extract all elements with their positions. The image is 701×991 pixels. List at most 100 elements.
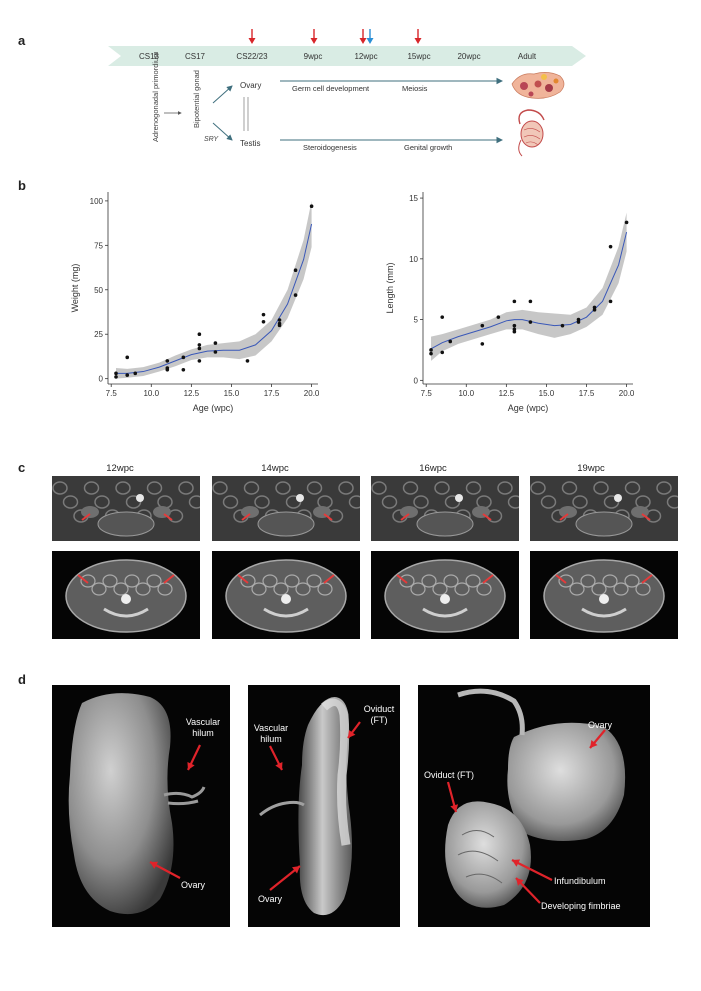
- mri-axial-arrow-left-3: [555, 574, 567, 584]
- weight-y-axis-label: Weight (mg): [70, 264, 80, 313]
- length-x-tick-label-0: 7.5: [421, 389, 433, 398]
- germ-cell-development-label: Germ cell development: [292, 84, 370, 93]
- weight-data-point-23: [293, 293, 298, 297]
- length-x-tick-label-3: 15.0: [539, 389, 555, 398]
- label-ovary-middle: Ovary: [258, 894, 283, 904]
- weight-confidence-band: [116, 200, 312, 379]
- mri-column-label-14wpc: 14wpc: [261, 463, 289, 474]
- length-x-tick-label-1: 10.0: [458, 389, 474, 398]
- length-confidence-band: [431, 212, 627, 361]
- panel-letter-a: a: [18, 33, 26, 48]
- weight-fit-line: [116, 223, 313, 374]
- stage-arrow-12wpc: [359, 29, 367, 44]
- mri-column-label-16wpc: 16wpc: [419, 463, 447, 474]
- weight-y-tick-label-1: 25: [94, 330, 103, 339]
- weight-data-point-14: [213, 341, 218, 345]
- length-data-point-4: [448, 339, 453, 344]
- weight-vs-age-chart: 0 25 50 75 100 7.5 10.0 12.5 15.0 17.5 20.0 Age (wp…: [70, 192, 320, 413]
- weight-data-point-17: [261, 312, 266, 317]
- length-data-point-19: [608, 244, 613, 249]
- weight-data-point-7: [165, 367, 170, 372]
- length-data-point-7: [496, 315, 501, 319]
- length-x-tick-label-2: 12.5: [499, 389, 515, 398]
- meiosis-label: Meiosis: [402, 84, 428, 93]
- mri-coronal-arrow-right-1: [323, 513, 333, 521]
- render-middle-ovary-oviduct: [248, 685, 400, 927]
- genital-growth-label: Genital growth: [404, 143, 452, 152]
- length-data-point-3: [440, 350, 445, 355]
- weight-data-point-22: [293, 268, 298, 273]
- mri-coronal-image-2: [371, 476, 519, 541]
- weight-x-tick-label-2: 12.5: [184, 389, 200, 398]
- mri-axial-arrow-right-3: [641, 574, 653, 584]
- weight-data-point-9: [181, 367, 186, 372]
- label-developing-fimbriae-right: Developing fimbriae: [541, 901, 621, 911]
- length-data-point-11: [512, 329, 517, 334]
- label-oviduct-middle: Oviduct (FT): [363, 704, 395, 725]
- mri-axial-image-2: [371, 551, 519, 639]
- length-y-axis-label: Length (mm): [385, 262, 395, 313]
- mri-column-label-12wpc: 12wpc: [106, 463, 134, 474]
- weight-data-point-19: [277, 318, 282, 322]
- stage-label-cs17: CS17: [185, 52, 206, 61]
- weight-y-tick-label-4: 100: [90, 197, 104, 206]
- mri-axial-arrow-left-1: [237, 574, 249, 584]
- red-stage-arrows: [248, 29, 422, 44]
- weight-data-point-4: [133, 371, 138, 376]
- mri-axial-arrow-right-2: [482, 574, 494, 584]
- render-left-ovary: [52, 685, 230, 927]
- label-infundibulum-right: Infundibulum: [554, 876, 606, 886]
- weight-data-point-12: [197, 346, 202, 351]
- length-data-point-0: [429, 348, 433, 352]
- weight-y-tick-label-3: 75: [94, 241, 103, 250]
- ovary-uterus-illustration: [511, 72, 565, 99]
- weight-data-point-1: [114, 375, 118, 379]
- panel-letter-c: c: [18, 460, 26, 475]
- length-x-axis-label: Age (wpc): [508, 403, 549, 413]
- weight-data-point-10: [197, 332, 202, 337]
- render-right-ovary-oviduct: [418, 685, 650, 927]
- weight-x-tick-label-0: 7.5: [106, 389, 118, 398]
- gonad-to-testis-arrow: [212, 122, 233, 141]
- length-data-point-5: [480, 323, 485, 328]
- length-vs-age-chart: 0 5 10 15 7.5 10.0 12.5 15.0 17.5 20.0 Age (wpc) Le…: [385, 192, 635, 413]
- stage-label-cs22-23: CS22/23: [236, 52, 268, 61]
- mri-axial-image-0: [52, 551, 200, 639]
- weight-x-tick-label-1: 10.0: [143, 389, 159, 398]
- gonad-to-ovary-arrow: [212, 85, 233, 104]
- steroidogenesis-label: Steroidogenesis: [303, 143, 357, 152]
- mri-coronal-image-1: [212, 476, 360, 541]
- weight-x-tick-label-5: 20.0: [304, 389, 320, 398]
- weight-data-point-5: [165, 359, 170, 363]
- label-oviduct-right: Oviduct (FT): [424, 770, 475, 780]
- length-y-tick-label-0: 0: [414, 376, 419, 385]
- weight-data-point-11: [197, 343, 202, 347]
- sry-label: SRY: [204, 136, 219, 143]
- bipotential-gonad-label: Bipotential gonad: [192, 70, 201, 128]
- length-fit-line: [430, 231, 628, 350]
- stage-label-cs13: CS13: [139, 52, 160, 61]
- length-data-point-13: [528, 320, 533, 324]
- weight-y-tick-label-2: 50: [94, 286, 103, 295]
- blue-stage-arrow-12wpc: [366, 29, 374, 44]
- label-ovary-left: Ovary: [181, 880, 206, 890]
- weight-data-point-15: [213, 350, 218, 354]
- weight-x-tick-label-3: 15.0: [224, 389, 240, 398]
- mri-coronal-arrow-left-1: [241, 513, 251, 521]
- stage-arrow-cs22-23: [248, 29, 256, 44]
- length-data-point-18: [592, 308, 597, 312]
- adrenogonadal-primordium-label: Adrenogonadal primordium: [151, 52, 160, 142]
- length-data-point-21: [624, 220, 629, 225]
- timeline-band: [108, 46, 586, 66]
- length-y-tick-label-3: 15: [409, 194, 418, 203]
- weight-x-tick-label-4: 17.5: [264, 389, 280, 398]
- length-y-tick-label-1: 5: [414, 316, 419, 325]
- length-y-tick-label-2: 10: [409, 255, 418, 264]
- mri-axial-arrow-right-1: [323, 574, 335, 584]
- length-data-point-1: [429, 351, 433, 356]
- stage-label-20wpc: 20wpc: [457, 52, 480, 61]
- length-data-point-9: [512, 323, 517, 328]
- weight-data-point-13: [197, 359, 202, 363]
- weight-data-point-16: [245, 359, 250, 363]
- weight-x-axis-label: Age (wpc): [193, 403, 234, 413]
